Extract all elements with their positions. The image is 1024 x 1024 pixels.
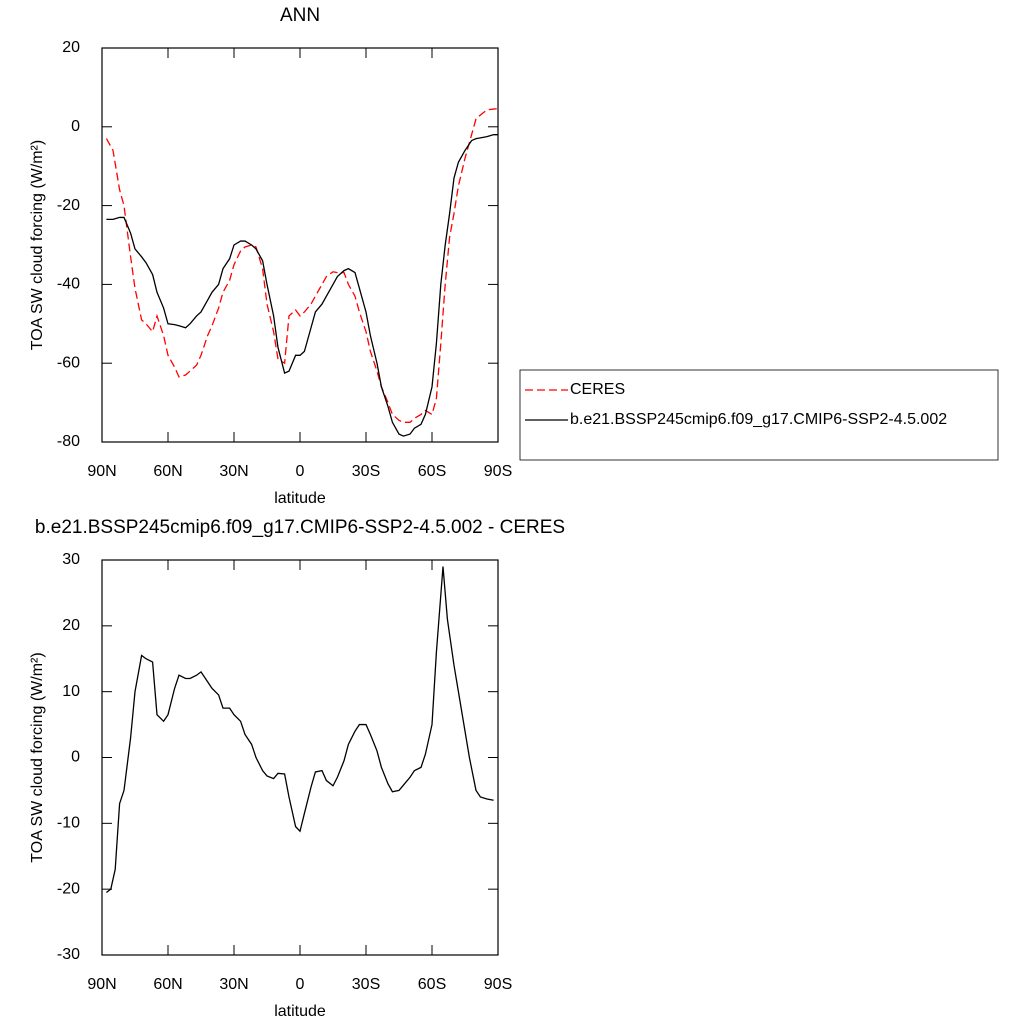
chart-title: b.e21.BSSP245cmip6.f09_g17.CMIP6-SSP2-4.… [35,517,565,538]
x-tick-label: 90N [87,976,116,993]
plot-frame [101,47,499,443]
x-tick-label: 60N [153,976,182,993]
y-tick-label: 0 [71,118,80,135]
y-tick-label: 10 [62,683,80,700]
y-tick-label: 30 [62,551,80,568]
x-tick-label: 90N [87,463,116,480]
y-tick-label: -30 [57,946,80,963]
x-tick-label: 90S [484,976,512,993]
legend-box [519,369,999,461]
data-line [106,566,494,893]
legend-label: b.e21.BSSP245cmip6.f09_g17.CMIP6-SSP2-4.… [570,411,947,428]
x-tick-label: 30S [352,976,380,993]
y-tick-label: 0 [71,749,80,766]
y-tick-label: -40 [57,276,80,293]
data-line [105,108,499,423]
x-tick-label: 30S [352,463,380,480]
chart-title: ANN [280,5,320,26]
y-tick-label: -20 [57,880,80,897]
data-line [106,134,498,437]
legend-label: CERES [570,381,625,398]
y-tick-label: -20 [57,197,80,214]
x-tick-label: 30N [219,463,248,480]
y-tick-label: 20 [62,39,80,56]
y-tick-label: -80 [57,433,80,450]
x-tick-label: 60N [153,463,182,480]
y-tick-label: 20 [62,617,80,634]
x-axis-label: latitude [274,1003,326,1020]
y-axis-label: TOA SW cloud forcing (W/m²) [29,652,46,862]
y-axis-label: TOA SW cloud forcing (W/m²) [29,140,46,350]
x-tick-label: 30N [219,976,248,993]
x-tick-label: 90S [484,463,512,480]
y-tick-label: -60 [57,354,80,371]
x-tick-label: 0 [296,976,305,993]
x-axis-label: latitude [274,490,326,507]
y-tick-label: -10 [57,815,80,832]
x-tick-label: 60S [418,976,446,993]
x-tick-label: 60S [418,463,446,480]
x-tick-label: 0 [296,463,305,480]
